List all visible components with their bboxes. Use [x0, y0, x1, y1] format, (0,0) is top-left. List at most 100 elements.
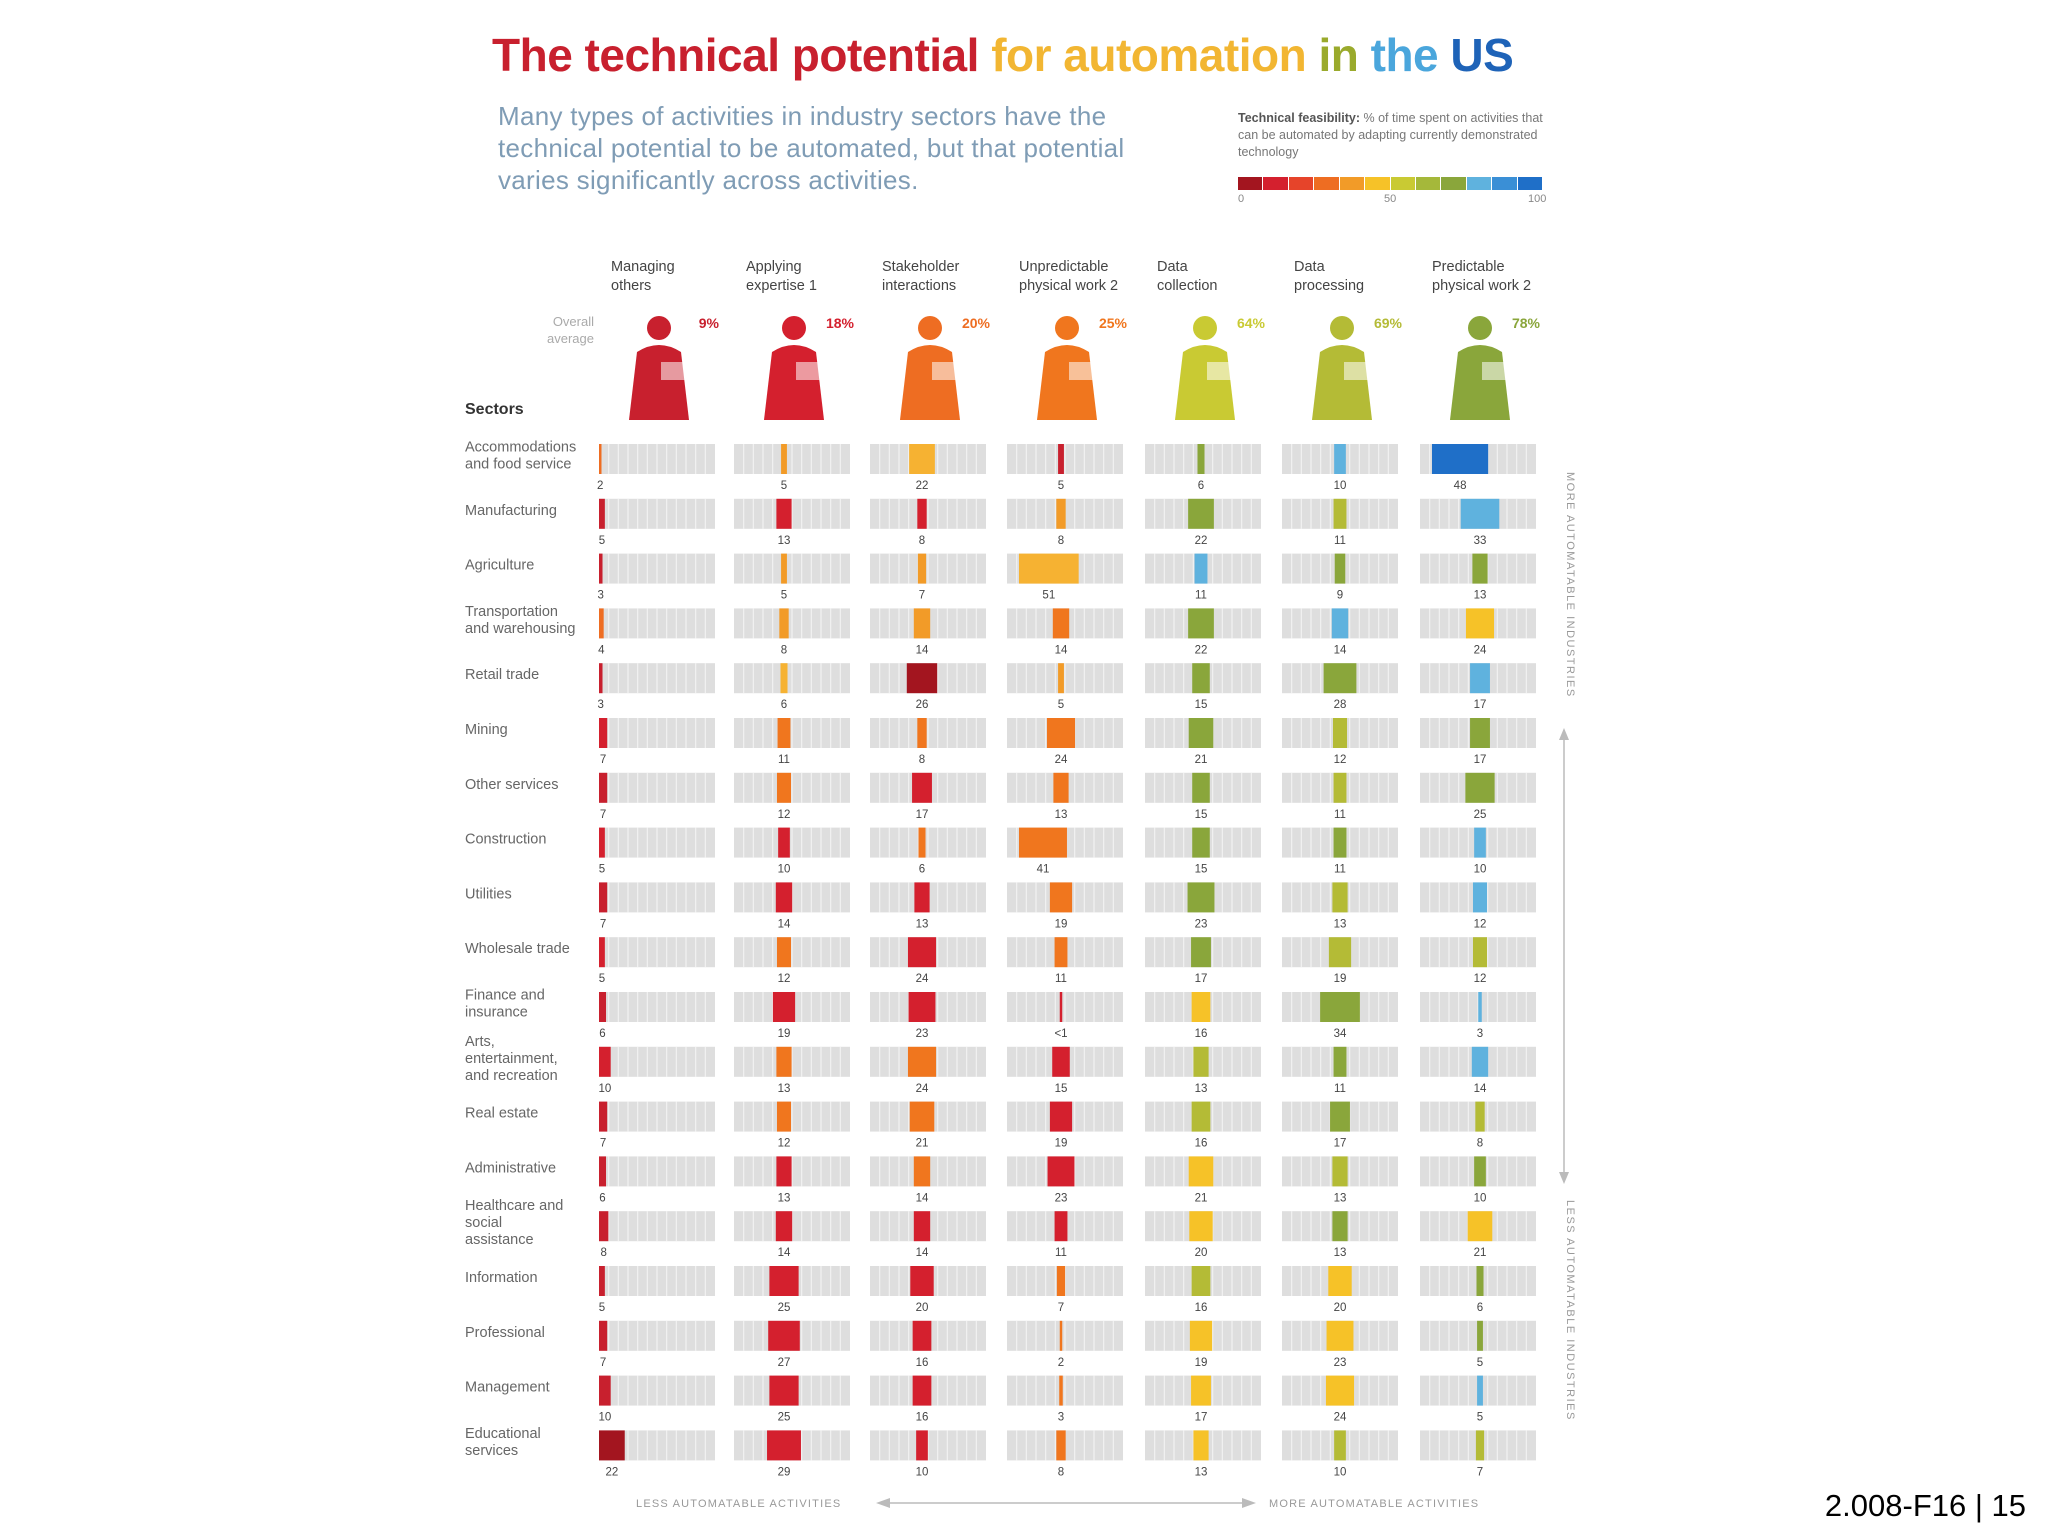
- data-value-label: 19: [778, 1028, 791, 1040]
- data-bar: [781, 553, 787, 584]
- data-value-label: 17: [1474, 754, 1487, 766]
- data-bar: [769, 1266, 799, 1296]
- data-bar: [1189, 1320, 1213, 1351]
- data-bar: [1465, 608, 1495, 639]
- data-value-label: 13: [916, 918, 929, 930]
- data-value-label: 21: [1474, 1247, 1487, 1259]
- data-value-label: 22: [1195, 644, 1208, 656]
- data-value-label: 9: [1337, 590, 1343, 602]
- data-bar: [775, 1211, 793, 1242]
- data-value-label: 41: [1037, 864, 1050, 876]
- data-value-label: 8: [1058, 535, 1064, 547]
- data-bar: [1332, 882, 1348, 913]
- data-bar: [776, 1046, 792, 1077]
- data-bar: [907, 937, 937, 968]
- data-value-label: 15: [1055, 1083, 1068, 1095]
- sector-label: and warehousing: [465, 621, 575, 637]
- data-bar: [599, 553, 603, 584]
- clerk-collecting-data-icon: [1193, 316, 1217, 340]
- column-header-line1: Data: [1294, 259, 1326, 275]
- data-bar: [1049, 1101, 1073, 1132]
- data-bar: [1332, 1156, 1348, 1187]
- data-value-label: 8: [600, 1247, 606, 1259]
- data-value-label: 13: [1334, 1247, 1347, 1259]
- overall-average-value: 69%: [1374, 315, 1403, 331]
- scale-max-label: 100: [1528, 193, 1547, 205]
- data-bar: [778, 827, 790, 858]
- data-value-label: <1: [1054, 1028, 1067, 1040]
- data-bar: [779, 608, 789, 639]
- data-bar: [1333, 1046, 1347, 1077]
- data-value-label: 12: [1474, 973, 1487, 985]
- scale-swatch: [1263, 177, 1288, 190]
- data-bar: [1059, 1320, 1063, 1351]
- data-value-label: 16: [1195, 1028, 1208, 1040]
- sector-label: Accommodations: [465, 440, 576, 456]
- data-bar: [599, 608, 604, 639]
- data-value-label: 7: [600, 754, 606, 766]
- sector-label: Other services: [465, 777, 558, 793]
- data-value-label: 21: [1195, 754, 1208, 766]
- data-value-label: 6: [599, 1192, 605, 1204]
- sector-label: Arts,: [465, 1034, 495, 1050]
- data-value-label: 10: [1334, 1466, 1347, 1478]
- data-value-label: 2: [597, 480, 603, 492]
- data-bar: [776, 937, 792, 968]
- data-value-label: 51: [1042, 590, 1055, 602]
- data-bar: [599, 1430, 625, 1461]
- data-bar: [599, 882, 608, 913]
- data-bar: [1188, 718, 1214, 748]
- data-value-label: 10: [1474, 1192, 1487, 1204]
- data-bar: [599, 937, 605, 968]
- data-bar: [912, 772, 932, 803]
- data-bar: [1193, 1046, 1209, 1077]
- column-header-line2: others: [611, 278, 651, 294]
- data-bar: [599, 1320, 608, 1351]
- data-bar: [1472, 937, 1488, 968]
- data-bar: [599, 772, 608, 803]
- scale-legend-bar: [1238, 177, 1543, 190]
- data-bar: [1053, 772, 1069, 803]
- sector-label: Administrative: [465, 1160, 556, 1176]
- data-value-label: 12: [778, 973, 791, 985]
- manager-icon: [647, 316, 671, 340]
- data-bar: [1475, 1430, 1485, 1461]
- data-bar: [768, 1320, 800, 1351]
- data-bar: [1320, 992, 1360, 1022]
- data-bar: [1059, 992, 1063, 1022]
- column-header-line2: expertise 1: [746, 278, 817, 294]
- column-header-line2: physical work 2: [1432, 278, 1531, 294]
- data-value-label: 8: [919, 754, 925, 766]
- sector-label: Information: [465, 1270, 538, 1286]
- sector-label: Wholesale trade: [465, 941, 570, 957]
- sector-label: Retail trade: [465, 667, 539, 683]
- data-bar: [1432, 444, 1489, 474]
- chart-subtitle: Many types of activities in industry sec…: [498, 101, 1125, 195]
- machine-operator-icon: [1468, 316, 1492, 340]
- data-value-label: 6: [1477, 1302, 1483, 1314]
- data-bar: [599, 1211, 609, 1242]
- data-bar: [1331, 608, 1349, 639]
- data-value-label: 13: [1195, 1083, 1208, 1095]
- data-value-label: 14: [778, 1247, 791, 1259]
- data-bar: [1191, 1101, 1211, 1132]
- data-bar: [910, 1266, 934, 1296]
- data-value-label: 13: [1055, 809, 1068, 821]
- data-bar: [772, 992, 796, 1022]
- data-value-label: 23: [916, 1028, 929, 1040]
- data-value-label: 19: [1055, 918, 1068, 930]
- title-part: US: [1450, 29, 1514, 81]
- data-value-label: 28: [1334, 699, 1347, 711]
- sector-label: Agriculture: [465, 558, 534, 574]
- data-value-label: 10: [1474, 864, 1487, 876]
- data-bar: [599, 1266, 605, 1296]
- data-bar: [906, 663, 938, 694]
- data-value-label: 6: [1198, 480, 1204, 492]
- data-bar: [1056, 498, 1066, 529]
- data-value-label: 10: [598, 1412, 611, 1424]
- data-value-label: 5: [599, 973, 605, 985]
- data-value-label: 17: [1474, 699, 1487, 711]
- data-bar: [1049, 882, 1073, 913]
- data-value-label: 34: [1334, 1028, 1347, 1040]
- clerk-collecting-data-icon: [1207, 362, 1233, 380]
